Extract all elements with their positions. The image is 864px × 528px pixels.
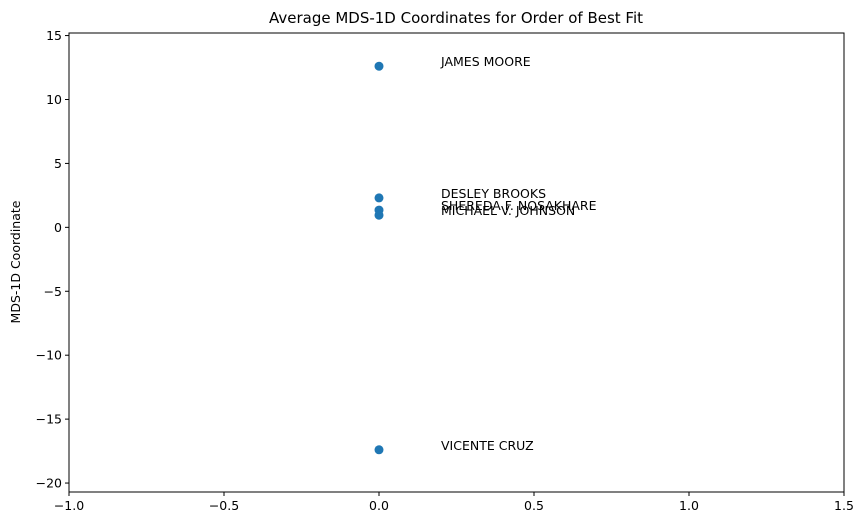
y-tick-label: 15 <box>46 28 62 43</box>
y-tick-label: 0 <box>54 220 62 235</box>
y-axis-label: MDS-1D Coordinate <box>8 200 23 323</box>
axis-ticks: −1.0 −0.5 0.0 0.5 1.0 1.5 −20 −15 −10 −5 0 5 10 15 <box>36 28 854 513</box>
point-label: MICHAEL V. JOHNSON <box>441 203 575 218</box>
data-point <box>374 210 384 220</box>
data-point <box>374 193 384 203</box>
point-label: SHEREDA F. NOSAKHARE <box>441 198 597 213</box>
x-tick-label: −0.5 <box>209 498 239 513</box>
data-point <box>374 61 384 71</box>
y-tick-label: −15 <box>36 412 62 427</box>
point-label: DESLEY BROOKS <box>441 186 546 201</box>
point-label: VICENTE CRUZ <box>441 438 534 453</box>
chart-title: Average MDS-1D Coordinates for Order of … <box>269 9 643 27</box>
y-tick-label: −20 <box>36 476 62 491</box>
x-tick-label: 0.5 <box>524 498 544 513</box>
x-tick-label: 1.0 <box>679 498 699 513</box>
data-points <box>374 61 384 455</box>
y-tick-label: −5 <box>44 284 62 299</box>
x-tick-label: 0.0 <box>369 498 389 513</box>
plot-frame <box>68 32 845 493</box>
y-tick-label: 5 <box>54 156 62 171</box>
x-tick-label: 1.5 <box>834 498 854 513</box>
point-label: JAMES MOORE <box>440 54 531 69</box>
y-tick-label: 10 <box>46 92 62 107</box>
data-point <box>374 445 384 455</box>
y-tick-label: −10 <box>36 348 62 363</box>
x-tick-label: −1.0 <box>54 498 84 513</box>
